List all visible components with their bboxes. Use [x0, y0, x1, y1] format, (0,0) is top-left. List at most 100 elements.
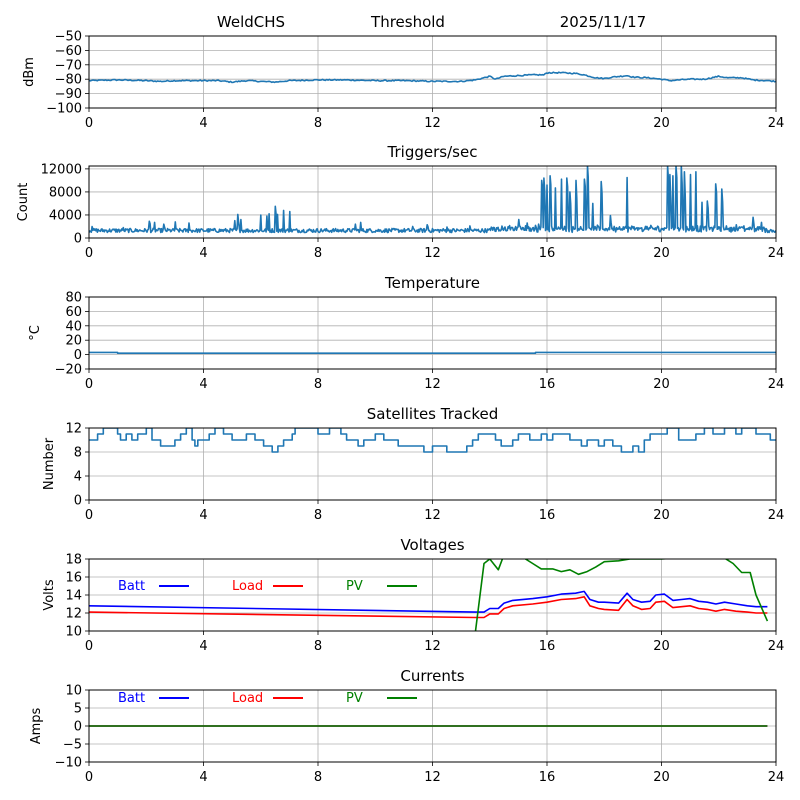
x-tick-label: 16: [539, 116, 556, 131]
y-tick-label: 12: [65, 607, 82, 622]
x-tick-label: 12: [424, 508, 441, 523]
panel-title: Triggers/sec: [387, 143, 478, 161]
series-line-batt: [89, 590, 768, 613]
series-line-temperature: [89, 351, 776, 354]
legend-label-load: Load: [232, 691, 263, 706]
legend-label-batt: Batt: [118, 691, 145, 706]
y-tick-label: 4000: [49, 208, 82, 223]
panel-title: Currents: [400, 667, 464, 685]
y-tick-label: −100: [46, 102, 82, 117]
series-group: [89, 351, 776, 354]
y-tick-label: −50: [55, 30, 82, 45]
y-tick-label: 5: [74, 702, 82, 717]
x-tick-label: 24: [768, 639, 785, 654]
header-station: WeldCHS: [217, 13, 285, 31]
y-tick-label: 60: [65, 305, 82, 320]
y-tick-label: 0: [74, 494, 82, 509]
x-tick-label: 20: [653, 116, 670, 131]
x-tick-label: 0: [85, 377, 93, 392]
series-group: [89, 71, 776, 84]
y-tick-label: 40: [65, 319, 82, 334]
x-tick-label: 0: [85, 639, 93, 654]
y-tick-label: −90: [55, 87, 82, 102]
series-line-satellites: [89, 428, 776, 453]
y-tick-label: 4: [74, 470, 82, 485]
y-tick-label: −20: [55, 363, 82, 378]
y-axis-label: Count: [16, 183, 31, 222]
x-tick-label: 16: [539, 770, 556, 785]
y-tick-label: 12000: [41, 162, 82, 177]
x-tick-label: 8: [314, 770, 322, 785]
series-line-signal: [89, 71, 776, 84]
panel-title: Temperature: [384, 274, 480, 292]
x-tick-label: 20: [653, 770, 670, 785]
x-tick-label: 24: [768, 116, 785, 131]
y-tick-label: −80: [55, 73, 82, 88]
panel-satellites: 0 4 8 12 16 20 24 12 8 4 0 Number Satellites Tracked: [42, 405, 784, 523]
series-line-triggers: [89, 166, 776, 234]
x-tick-label: 16: [539, 377, 556, 392]
x-tick-label: 8: [314, 377, 322, 392]
x-tick-label: 4: [199, 246, 207, 261]
x-tick-label: 0: [85, 246, 93, 261]
x-tick-label: 12: [424, 246, 441, 261]
x-tick-label: 16: [539, 246, 556, 261]
x-tick-label: 8: [314, 508, 322, 523]
x-tick-label: 8: [314, 246, 322, 261]
y-axis-label: Volts: [42, 579, 57, 611]
y-axis-label: Number: [42, 437, 57, 490]
y-tick-label: −5: [63, 738, 82, 753]
x-tick-label: 12: [424, 377, 441, 392]
x-tick-label: 24: [768, 377, 785, 392]
x-tick-label: 4: [199, 770, 207, 785]
x-tick-label: 20: [653, 639, 670, 654]
panel-voltages: 0 4 8 12 16 20 24 18 16 14 12 10 Volts Voltages Batt Lo…: [42, 536, 784, 654]
x-tick-label: 0: [85, 116, 93, 131]
y-tick-label: 10: [65, 625, 82, 640]
x-tick-label: 20: [653, 246, 670, 261]
y-axis-label: dBm: [22, 57, 37, 87]
legend-label-pv: PV: [346, 691, 363, 706]
x-tick-label: 24: [768, 246, 785, 261]
y-tick-label: 80: [65, 291, 82, 306]
y-tick-label: 14: [65, 589, 82, 604]
x-tick-label: 4: [199, 377, 207, 392]
y-tick-label: −70: [55, 58, 82, 73]
x-tick-label: 0: [85, 770, 93, 785]
x-tick-label: 8: [314, 639, 322, 654]
y-tick-label: −60: [55, 44, 82, 59]
x-tick-label: 16: [539, 508, 556, 523]
series-group: [89, 559, 769, 631]
y-tick-label: 0: [74, 720, 82, 735]
x-tick-label: 4: [199, 639, 207, 654]
panel-triggers: 0 4 8 12 16 20 24 0 4000 8000 12000 Count Triggers/s…: [16, 143, 784, 261]
series-line-load: [89, 596, 768, 619]
header-mode: Threshold: [370, 13, 445, 31]
x-tick-label: 0: [85, 508, 93, 523]
panel-title: Satellites Tracked: [367, 405, 498, 423]
x-tick-label: 20: [653, 377, 670, 392]
y-axis-label: Amps: [29, 707, 44, 744]
series-group: [89, 166, 776, 234]
x-tick-label: 12: [424, 639, 441, 654]
y-tick-label: 8000: [49, 185, 82, 200]
y-tick-label: 12: [65, 422, 82, 437]
y-tick-label: −10: [55, 756, 82, 771]
x-tick-label: 24: [768, 770, 785, 785]
y-tick-label: 16: [65, 571, 82, 586]
y-tick-label: 8: [74, 446, 82, 461]
panel-signal: 0 4 8 12 16 20 24 −50−60−70−80−90−100 dBm: [22, 30, 784, 132]
header-date: 2025/11/17: [560, 13, 646, 31]
x-tick-label: 24: [768, 508, 785, 523]
series-group: [89, 428, 776, 453]
y-axis-label: °C: [28, 325, 43, 341]
y-tick-label: 10: [65, 684, 82, 699]
x-tick-label: 12: [424, 116, 441, 131]
x-tick-label: 12: [424, 770, 441, 785]
x-tick-label: 8: [314, 116, 322, 131]
legend-label-pv: PV: [346, 579, 363, 594]
x-tick-label: 4: [199, 116, 207, 131]
legend-label-batt: Batt: [118, 579, 145, 594]
